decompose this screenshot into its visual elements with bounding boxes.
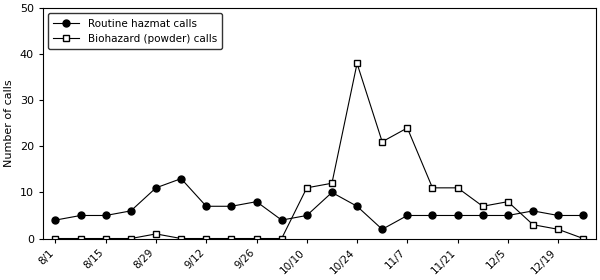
Biohazard (powder) calls	[529, 223, 536, 227]
Biohazard (powder) calls	[127, 237, 134, 240]
Legend: Routine hazmat calls, Biohazard (powder) calls: Routine hazmat calls, Biohazard (powder)…	[48, 13, 222, 49]
Biohazard (powder) calls	[152, 232, 160, 235]
Biohazard (powder) calls	[554, 228, 562, 231]
Biohazard (powder) calls	[77, 237, 84, 240]
Routine hazmat calls	[529, 209, 536, 213]
Biohazard (powder) calls	[52, 237, 59, 240]
Biohazard (powder) calls	[580, 237, 587, 240]
Biohazard (powder) calls	[353, 62, 361, 65]
Routine hazmat calls	[303, 214, 310, 217]
Routine hazmat calls	[454, 214, 461, 217]
Routine hazmat calls	[253, 200, 260, 203]
Biohazard (powder) calls	[178, 237, 185, 240]
Biohazard (powder) calls	[278, 237, 285, 240]
Line: Biohazard (powder) calls: Biohazard (powder) calls	[52, 60, 587, 242]
Routine hazmat calls	[353, 205, 361, 208]
Routine hazmat calls	[504, 214, 511, 217]
Biohazard (powder) calls	[379, 140, 386, 143]
Routine hazmat calls	[580, 214, 587, 217]
Routine hazmat calls	[152, 186, 160, 190]
Routine hazmat calls	[77, 214, 84, 217]
Routine hazmat calls	[52, 218, 59, 222]
Biohazard (powder) calls	[454, 186, 461, 190]
Routine hazmat calls	[127, 209, 134, 213]
Biohazard (powder) calls	[328, 181, 335, 185]
Routine hazmat calls	[178, 177, 185, 180]
Routine hazmat calls	[429, 214, 436, 217]
Line: Routine hazmat calls: Routine hazmat calls	[52, 175, 587, 233]
Routine hazmat calls	[479, 214, 487, 217]
Routine hazmat calls	[328, 191, 335, 194]
Routine hazmat calls	[203, 205, 210, 208]
Routine hazmat calls	[554, 214, 562, 217]
Biohazard (powder) calls	[228, 237, 235, 240]
Biohazard (powder) calls	[253, 237, 260, 240]
Biohazard (powder) calls	[203, 237, 210, 240]
Routine hazmat calls	[102, 214, 109, 217]
Biohazard (powder) calls	[479, 205, 487, 208]
Routine hazmat calls	[404, 214, 411, 217]
Routine hazmat calls	[228, 205, 235, 208]
Routine hazmat calls	[379, 228, 386, 231]
Biohazard (powder) calls	[429, 186, 436, 190]
Y-axis label: Number of calls: Number of calls	[4, 80, 14, 167]
Biohazard (powder) calls	[102, 237, 109, 240]
Biohazard (powder) calls	[404, 126, 411, 130]
Biohazard (powder) calls	[303, 186, 310, 190]
Routine hazmat calls	[278, 218, 285, 222]
Biohazard (powder) calls	[504, 200, 511, 203]
